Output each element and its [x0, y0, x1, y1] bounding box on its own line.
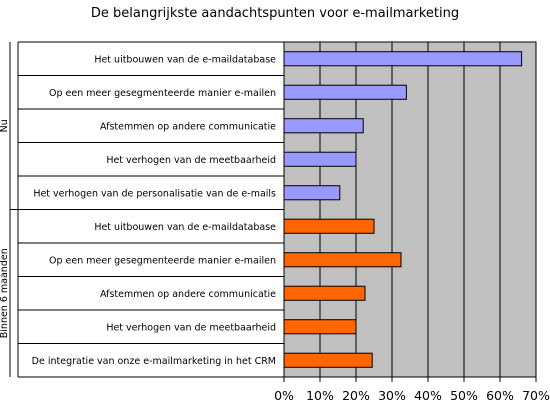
bar-binnen-6-maanden-3 [283, 285, 366, 301]
x-tick-label: 60% [486, 388, 514, 403]
category-label: Op een meer gesegmenteerde manier e-mail… [49, 255, 276, 266]
bar-nu-4 [283, 151, 357, 167]
x-tick-label: 0% [274, 388, 294, 403]
group-label-binnen-6-maanden: Binnen 6 maanden [0, 248, 10, 338]
group-label-nu: Nu [0, 119, 10, 132]
category-label: Het verhogen van de meetbaarheid [106, 322, 276, 333]
x-tick-label: 50% [450, 388, 478, 403]
category-label: Op een meer gesegmenteerde manier e-mail… [49, 88, 276, 99]
category-label: Het uitbouwen van de e-maildatabase [94, 54, 276, 65]
category-label: Het verhogen van de meetbaarheid [106, 155, 276, 166]
bar-binnen-6-maanden-2 [283, 252, 402, 268]
bar-binnen-6-maanden-5 [283, 352, 373, 368]
category-label: Afstemmen op andere communicatie [100, 289, 276, 300]
category-label: De integratie van onze e-mailmarketing i… [32, 356, 276, 367]
x-tick-label: 30% [378, 388, 406, 403]
bar-binnen-6-maanden-4 [283, 319, 357, 335]
bar-nu-1 [283, 51, 523, 67]
x-tick-label: 10% [306, 388, 334, 403]
chart-title: De belangrijkste aandachtspunten voor e-… [91, 6, 459, 21]
category-label: Het uitbouwen van de e-maildatabase [94, 222, 276, 233]
bar-nu-2 [283, 84, 407, 100]
bar-nu-5 [283, 185, 341, 201]
x-tick-label: 70% [522, 388, 550, 403]
x-tick-label: 20% [342, 388, 370, 403]
bar-nu-3 [283, 118, 364, 134]
category-label: Het verhogen van de personalisatie van d… [33, 188, 276, 199]
bar-binnen-6-maanden-1 [283, 218, 375, 234]
x-tick-label: 40% [414, 388, 442, 403]
category-label: Afstemmen op andere communicatie [100, 121, 276, 132]
